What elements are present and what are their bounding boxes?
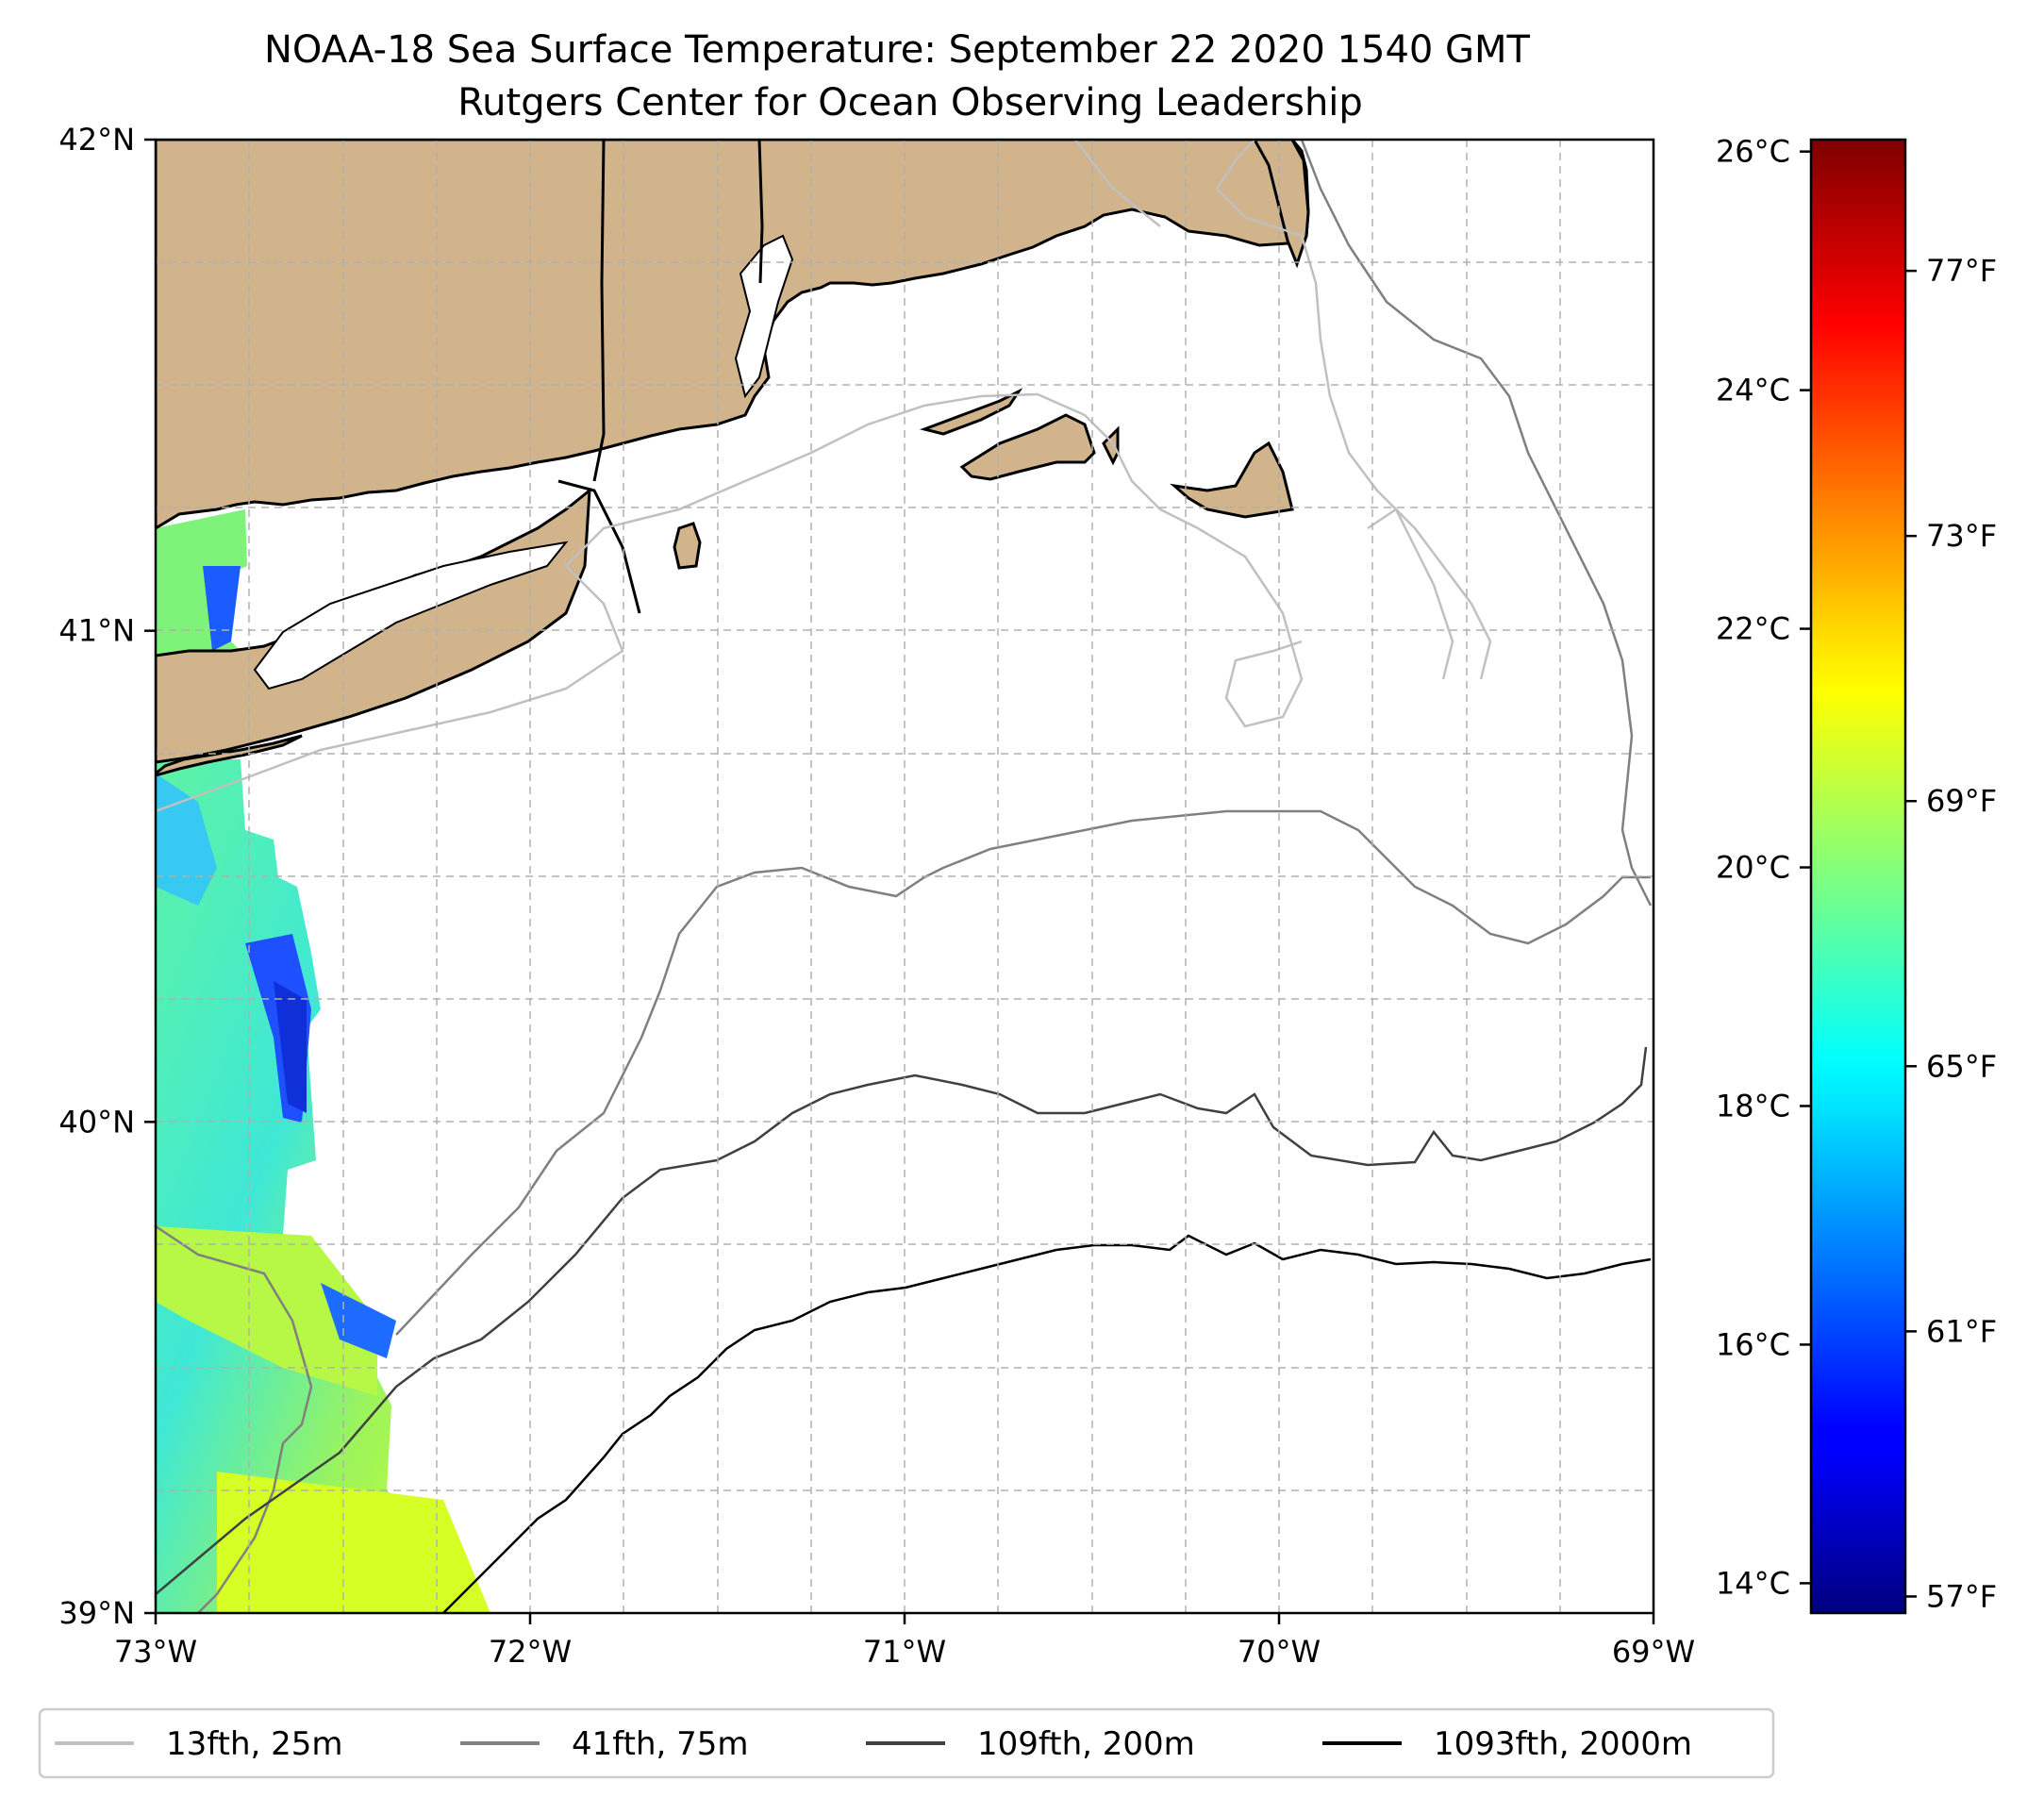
contour-200m (156, 1046, 1648, 1595)
land-block-island (673, 522, 702, 570)
y-tick-label: 39°N (58, 1595, 135, 1631)
map-title: NOAA-18 Sea Surface Temperature: Septemb… (264, 28, 1531, 72)
x-tick-label: 71°W (863, 1634, 946, 1670)
contour-legend: 13fth, 25m 41fth, 75m 109fth, 200m 1093fth,… (38, 1707, 1775, 1779)
map-subtitle: Rutgers Center for Ocean Observing Leade… (457, 81, 1363, 125)
land-layer (156, 140, 1310, 777)
land-long-island-sound-water (253, 541, 569, 691)
x-tick-label: 69°W (1612, 1634, 1695, 1670)
map-area (154, 138, 1655, 1615)
legend-label: 1093fth, 2000m (1434, 1725, 1692, 1763)
y-axis-ticks: 42°N 41°N 40°N 39°N (58, 122, 156, 1631)
colorbar: 14°C 16°C 18°C 20°C 22°C 24°C 26°C 57°F 61°F 65°… (1716, 134, 1997, 1615)
state-borders (557, 140, 764, 614)
legend-label: 109fth, 200m (977, 1725, 1195, 1763)
y-tick-label: 42°N (58, 122, 135, 158)
fahrenheit-tick-label: 73°F (1926, 518, 1997, 554)
land-nantucket (1170, 441, 1294, 519)
land-marthas-vineyard (959, 413, 1096, 481)
x-tick-label: 73°W (114, 1634, 197, 1670)
contour-25m (156, 140, 1492, 813)
land-elizabeth-islands (919, 388, 1023, 436)
contour-75m (156, 140, 1653, 1613)
fahrenheit-tick-label: 65°F (1926, 1048, 1997, 1084)
contour-2000m (442, 1234, 1652, 1613)
land-mainland (156, 140, 1310, 530)
celsius-tick-label: 26°C (1716, 134, 1790, 170)
celsius-tick-label: 16°C (1716, 1326, 1790, 1362)
colorbar-fahrenheit-ticks: 57°F 61°F 65°F 69°F 73°F 77°F (1905, 253, 1997, 1614)
x-axis-ticks: 73°W 72°W 71°W 70°W 69°W (114, 1613, 1695, 1670)
land-narragansett-water (734, 234, 794, 399)
celsius-tick-label: 14°C (1716, 1565, 1790, 1601)
y-tick-label: 40°N (58, 1104, 135, 1140)
colorbar-gradient (1809, 138, 1907, 1615)
legend-label: 41fth, 75m (572, 1725, 749, 1763)
fahrenheit-tick-label: 69°F (1926, 783, 1997, 819)
celsius-tick-label: 18°C (1716, 1088, 1790, 1123)
legend-label: 13fth, 25m (166, 1725, 343, 1763)
land-ny-nj-coast (156, 734, 303, 777)
fahrenheit-tick-label: 61°F (1926, 1313, 1997, 1349)
fahrenheit-tick-label: 57°F (1926, 1578, 1997, 1614)
celsius-tick-label: 22°C (1716, 611, 1790, 647)
celsius-tick-label: 24°C (1716, 373, 1790, 408)
map-gridlines (156, 140, 1653, 1613)
celsius-tick-label: 20°C (1716, 850, 1790, 886)
colorbar-celsius-ticks: 14°C 16°C 18°C 20°C 22°C 24°C 26°C (1716, 134, 1811, 1601)
x-tick-label: 70°W (1238, 1634, 1321, 1670)
x-tick-label: 72°W (489, 1634, 572, 1670)
fahrenheit-tick-label: 77°F (1926, 253, 1997, 289)
y-tick-label: 41°N (58, 613, 135, 649)
